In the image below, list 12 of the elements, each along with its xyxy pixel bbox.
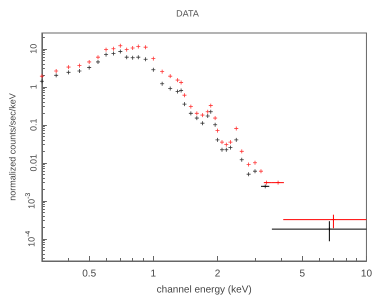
chart-title: DATA — [176, 8, 199, 18]
y-tick-label: 0.01 — [28, 154, 38, 172]
x-axis-title: channel energy (keV) — [156, 284, 252, 296]
x-tick-label: 0.5 — [82, 268, 97, 280]
y-tick-label: 10 — [28, 44, 38, 54]
y-axis-title: normalized counts/sec/keV — [8, 93, 18, 201]
y-tick-label: 1 — [28, 84, 38, 90]
x-tick-label: 10 — [360, 268, 372, 280]
x-tick-label: 1 — [150, 268, 157, 280]
x-tick-label: 2 — [214, 268, 221, 280]
x-tick-label: 5 — [300, 268, 306, 280]
y-tick-label: 0.1 — [28, 118, 38, 132]
